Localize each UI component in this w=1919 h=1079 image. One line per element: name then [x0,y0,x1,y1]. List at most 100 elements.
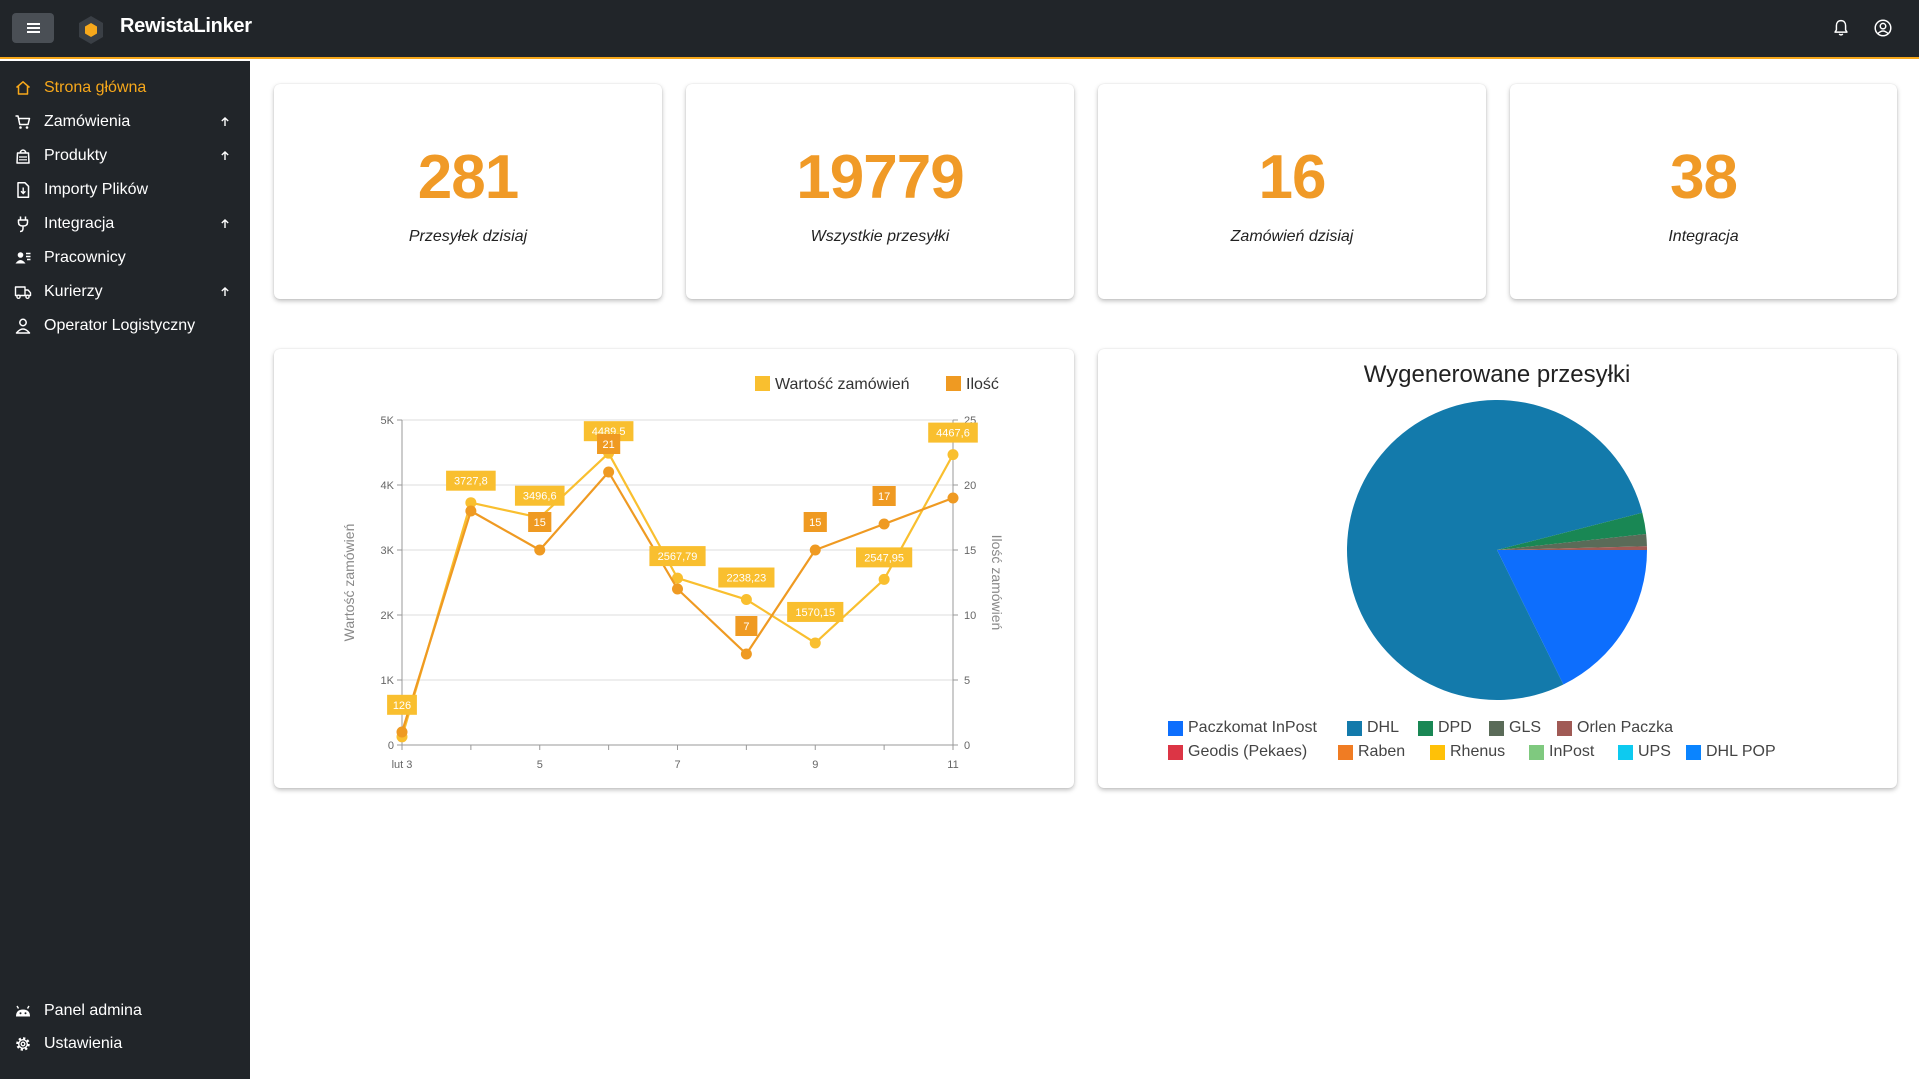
data-point[interactable] [465,497,477,509]
data-label-box [387,694,417,715]
data-point[interactable] [740,648,752,660]
data-point[interactable] [672,572,683,584]
legend-label: Raben [1358,743,1406,760]
legend-label: Paczkomat InPost [1188,719,1317,736]
pie-legend-item[interactable]: Rhenus [1430,742,1505,762]
sidebar-item-integracja[interactable]: Integracja [0,209,250,239]
legend-label: GLS [1509,719,1542,736]
data-point[interactable] [947,449,959,461]
sidebar-item-panel-admina[interactable]: Panel admina [0,996,250,1026]
pie-slice[interactable] [1497,534,1647,550]
data-point[interactable] [878,573,890,585]
data-label-text: 2547,95 [864,552,904,564]
pie-slice[interactable] [1497,512,1647,550]
legend-label[interactable]: Wartość zamówień [775,376,910,393]
file-import-icon [17,182,30,198]
stat-label: Zamówień dzisiaj [1230,228,1354,245]
menu-toggle-button[interactable] [12,13,54,43]
data-label: 15 [803,512,827,532]
data-point[interactable] [947,492,959,504]
data-label: 2547,95 [856,547,913,568]
data-point[interactable] [809,637,821,649]
sidebar-item-operator-logistyczny[interactable]: Operator Logistyczny [0,311,250,341]
y-tick-label: 5K [381,415,395,427]
pie-legend-item[interactable]: DHL [1347,718,1399,738]
stat-card-zamowienia-dzisiaj: 16 Zamówień dzisiaj [1098,84,1486,299]
data-point[interactable] [878,518,890,530]
stat-card-przesylki-dzisiaj: 281 Przesyłek dzisiaj [274,84,662,299]
sidebar-item-label: Operator Logistyczny [44,317,196,334]
pie-legend-item[interactable]: Raben [1338,742,1405,762]
y2-tick-label: 10 [964,610,976,622]
legend-label: DHL [1367,719,1400,736]
pie-legend-item[interactable]: DHL POP [1686,742,1776,762]
data-label-box [528,512,552,532]
data-point[interactable] [809,544,821,556]
sidebar-item-produkty[interactable]: Produkty [0,141,250,171]
data-label-text: 3727,8 [454,476,488,488]
pie-legend-item[interactable]: Orlen Paczka [1557,718,1673,738]
data-label-text: 126 [393,700,411,712]
pie-legend-item[interactable]: GLS [1489,718,1541,738]
brand-name: RewistaLinker [120,15,252,37]
legend-label: DPD [1438,719,1472,736]
data-point[interactable] [465,505,477,517]
shipments-pie-chart: Wygenerowane przesyłki [1347,361,1647,700]
hamburger-icon [26,23,40,33]
plug-icon [17,216,29,233]
sidebar-item-label: Zamówienia [44,113,131,130]
sidebar-item-importy-plikow[interactable]: Importy Plików [0,175,250,205]
person-icon [15,318,31,334]
data-label-box [856,547,913,568]
legend-swatch [755,376,770,391]
sidebar-item-kurierzy[interactable]: Kurierzy [0,277,250,307]
data-label-box [597,434,621,454]
data-label: 3727,8 [446,470,496,491]
data-point[interactable] [534,544,546,556]
legend-label: DHL POP [1706,743,1776,760]
legend-label: Geodis (Pekaes) [1188,743,1308,760]
data-point[interactable] [740,594,752,606]
pie-legend-item[interactable]: DPD [1418,718,1472,738]
x-tick-label: 11 [947,759,958,771]
data-label-text: 17 [878,491,890,503]
legend-swatch [1430,744,1445,760]
pie-chart-title: Wygenerowane przesyłki [1364,361,1631,388]
series-line [400,452,954,738]
data-label: 2567,79 [649,546,706,567]
data-label-text: 1570,15 [795,607,835,619]
data-label: 15 [528,512,552,532]
data-point[interactable] [396,726,408,738]
pie-legend-item[interactable]: Geodis (Pekaes) [1168,742,1307,762]
bell-icon[interactable] [1830,17,1852,39]
sidebar-item-zamowienia[interactable]: Zamówienia [0,107,250,137]
stat-value: 38 [1670,143,1738,212]
data-label-box [928,422,978,443]
top-bar: RewistaLinker [0,0,1919,59]
data-label-text: 21 [603,439,615,451]
pie-slice[interactable] [1497,550,1647,685]
pie-legend-item[interactable]: UPS [1618,742,1671,762]
legend-swatch [1338,744,1353,760]
sidebar-item-strona-glowna[interactable]: Strona główna [0,73,250,103]
y2-tick-label: 20 [964,480,976,492]
data-point[interactable] [672,583,683,595]
pie-legend-item[interactable]: Paczkomat InPost [1168,718,1317,738]
pie-legend-item[interactable]: InPost [1529,742,1594,762]
stat-label: Wszystkie przesyłki [810,228,950,245]
pie-slice[interactable] [1347,400,1643,700]
legend-label[interactable]: Ilość [966,376,999,393]
orders-chart-card: 0 0 1K 5 2K 10 3K 15 4K 20 5K 25 lut 3 5 7 9 11 Wartość … [274,349,1074,788]
sidebar-item-pracownicy[interactable]: Pracownicy [0,243,250,273]
data-label-text: 3496,6 [523,491,557,503]
legend-swatch [1686,744,1701,760]
arrow-up-icon [221,219,229,228]
data-label: 1570,15 [787,601,844,622]
account-icon[interactable] [1872,17,1894,39]
sidebar-item-ustawienia[interactable]: Ustawienia [0,1029,250,1059]
data-point[interactable] [603,466,615,478]
x-tick-label: 5 [537,759,543,771]
pie-slice[interactable] [1497,546,1647,550]
stat-label: Przesyłek dzisiaj [408,228,528,245]
